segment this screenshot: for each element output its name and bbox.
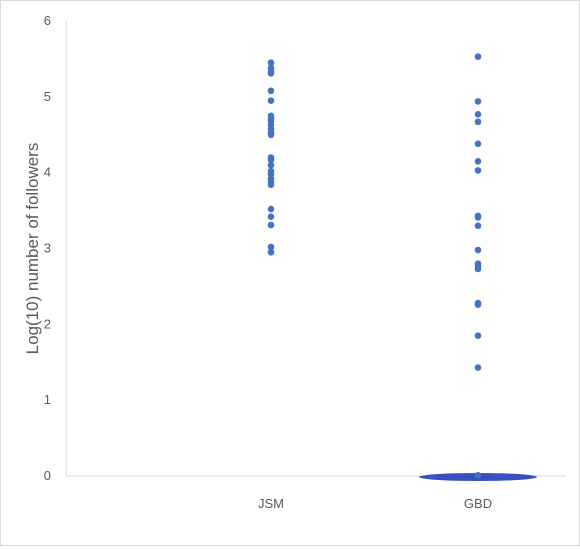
data-point — [474, 110, 482, 118]
data-point — [267, 248, 275, 256]
data-point — [267, 59, 275, 67]
data-point — [474, 53, 482, 60]
data-point — [474, 265, 482, 273]
data-point — [267, 97, 275, 104]
data-point — [267, 87, 275, 95]
data-point — [267, 181, 275, 189]
data-point — [474, 157, 482, 165]
data-point — [267, 131, 275, 139]
data-point — [474, 246, 482, 254]
data-point — [474, 140, 482, 148]
x-category-label: JSM — [258, 496, 284, 511]
data-point — [474, 364, 482, 371]
data-point — [474, 301, 482, 308]
y-tick-label: 2 — [44, 316, 51, 331]
data-point — [474, 332, 482, 340]
data-point — [474, 98, 482, 105]
y-tick-label: 0 — [44, 468, 51, 483]
data-point — [267, 170, 275, 178]
data-point — [474, 167, 482, 174]
y-tick-label: 4 — [44, 165, 51, 180]
data-point — [267, 161, 275, 169]
data-points — [267, 53, 537, 481]
axes — [65, 21, 566, 477]
data-point — [267, 205, 275, 213]
data-point — [267, 221, 275, 229]
data-point — [267, 243, 275, 251]
y-tick-label: 5 — [44, 89, 51, 104]
data-point — [474, 118, 482, 126]
axis-labels: 0 1 2 3 4 5 6 JSM GBD Log(10) number of followers — [23, 13, 492, 511]
data-point — [267, 70, 275, 77]
y-tick-label: 6 — [44, 13, 51, 28]
data-point — [267, 213, 275, 220]
data-point — [474, 471, 482, 479]
data-point — [474, 214, 482, 221]
y-tick-label: 3 — [44, 241, 51, 256]
data-point — [267, 156, 275, 164]
x-category-label: GBD — [464, 496, 492, 511]
y-tick-label: 1 — [44, 392, 51, 407]
data-point — [474, 222, 482, 230]
y-axis-title: Log(10) number of followers — [23, 143, 42, 355]
